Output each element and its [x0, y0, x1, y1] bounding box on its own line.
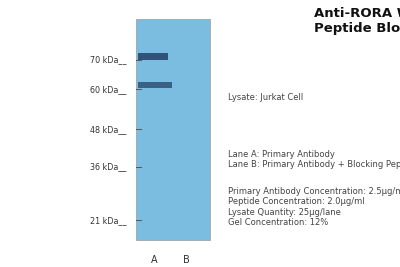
Bar	[136, 19, 210, 240]
Bar	[138, 53, 168, 60]
Text: Lane A: Primary Antibody
Lane B: Primary Antibody + Blocking Peptide: Lane A: Primary Antibody Lane B: Primary…	[228, 150, 400, 169]
Text: 21 kDa__: 21 kDa__	[90, 216, 126, 225]
Text: 60 kDa__: 60 kDa__	[90, 85, 126, 94]
Text: Lysate: Jurkat Cell: Lysate: Jurkat Cell	[228, 93, 303, 102]
Text: B: B	[183, 255, 189, 265]
Text: Primary Antibody Concentration: 2.5μg/ml
Peptide Concentration: 2.0μg/ml
Lysate : Primary Antibody Concentration: 2.5μg/ml…	[228, 187, 400, 227]
Text: Anti-RORA Western Blot &
Peptide Block Validation: Anti-RORA Western Blot & Peptide Block V…	[314, 7, 400, 35]
Text: 48 kDa__: 48 kDa__	[90, 125, 126, 134]
Text: 36 kDa__: 36 kDa__	[90, 162, 126, 171]
Text: A: A	[151, 255, 157, 265]
Bar	[138, 82, 172, 88]
Text: 70 kDa__: 70 kDa__	[90, 56, 126, 65]
